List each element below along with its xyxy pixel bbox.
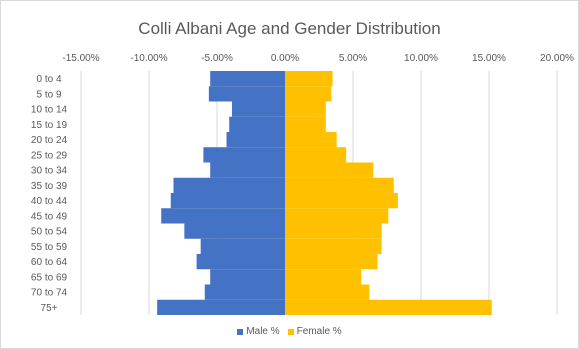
bar-female bbox=[285, 162, 374, 178]
bar-female bbox=[285, 193, 398, 209]
x-tick-label: 5.00% bbox=[339, 53, 367, 64]
y-tick-label: 65 to 69 bbox=[31, 272, 68, 283]
x-tick-label: 0.00% bbox=[271, 53, 299, 64]
legend-item-male: Male % bbox=[237, 326, 280, 337]
bar-male bbox=[196, 254, 285, 270]
y-tick-label: 10 to 14 bbox=[31, 105, 68, 116]
bar-male bbox=[200, 238, 285, 254]
bar-female bbox=[285, 238, 382, 254]
x-tick-label: 10.00% bbox=[404, 53, 438, 64]
x-tick-label: -5.00% bbox=[201, 53, 233, 64]
legend-item-female: Female % bbox=[287, 326, 342, 337]
bar-male bbox=[203, 147, 285, 163]
bar-female bbox=[285, 177, 394, 193]
chart-title: Colli Albani Age and Gender Distribution bbox=[138, 19, 441, 38]
bar-male bbox=[226, 132, 285, 148]
y-tick-label: 75+ bbox=[41, 303, 58, 314]
legend-swatch-female bbox=[287, 328, 294, 335]
y-tick-label: 50 to 54 bbox=[31, 227, 68, 238]
legend-label-female: Female % bbox=[296, 326, 342, 337]
bar-female bbox=[285, 208, 389, 224]
bar-male bbox=[210, 162, 285, 178]
x-tick-label: 20.00% bbox=[540, 53, 574, 64]
bar-male bbox=[161, 208, 285, 224]
legend-swatch-male bbox=[237, 328, 244, 335]
legend: Male % Female % bbox=[1, 326, 578, 337]
bar-female bbox=[285, 71, 333, 87]
bar-female bbox=[285, 132, 337, 148]
bar-male bbox=[210, 269, 285, 285]
bar-male bbox=[204, 284, 285, 300]
bar-female bbox=[285, 269, 362, 285]
y-tick-label: 0 to 4 bbox=[36, 74, 61, 85]
legend-label-male: Male % bbox=[246, 326, 280, 337]
bar-female bbox=[285, 116, 326, 132]
x-tick-label: -10.00% bbox=[130, 53, 167, 64]
bar-male bbox=[208, 86, 285, 102]
y-tick-label: 35 to 39 bbox=[31, 181, 68, 192]
y-tick-label: 60 to 64 bbox=[31, 257, 68, 268]
bar-female bbox=[285, 101, 326, 117]
bar-female bbox=[285, 86, 332, 102]
bar-male bbox=[231, 101, 285, 117]
bar-female bbox=[285, 223, 382, 239]
bar-male bbox=[210, 71, 285, 87]
y-tick-label: 70 to 74 bbox=[31, 288, 68, 299]
y-tick-label: 45 to 49 bbox=[31, 211, 68, 222]
bar-female bbox=[285, 284, 370, 300]
y-tick-label: 55 to 59 bbox=[31, 242, 68, 253]
bar-female bbox=[285, 299, 492, 315]
y-tick-label: 20 to 24 bbox=[31, 135, 68, 146]
bar-male bbox=[184, 223, 285, 239]
x-tick-label: -15.00% bbox=[62, 53, 99, 64]
bar-male bbox=[157, 299, 285, 315]
y-tick-label: 30 to 34 bbox=[31, 166, 68, 177]
bar-male bbox=[229, 116, 285, 132]
bar-female bbox=[285, 254, 378, 270]
y-tick-label: 5 to 9 bbox=[36, 89, 61, 100]
bar-male bbox=[170, 193, 285, 209]
y-tick-label: 15 to 19 bbox=[31, 120, 68, 131]
bar-female bbox=[285, 147, 347, 163]
y-tick-label: 40 to 44 bbox=[31, 196, 68, 207]
bar-male bbox=[173, 177, 285, 193]
y-tick-label: 25 to 29 bbox=[31, 150, 68, 161]
x-tick-label: 15.00% bbox=[472, 53, 506, 64]
